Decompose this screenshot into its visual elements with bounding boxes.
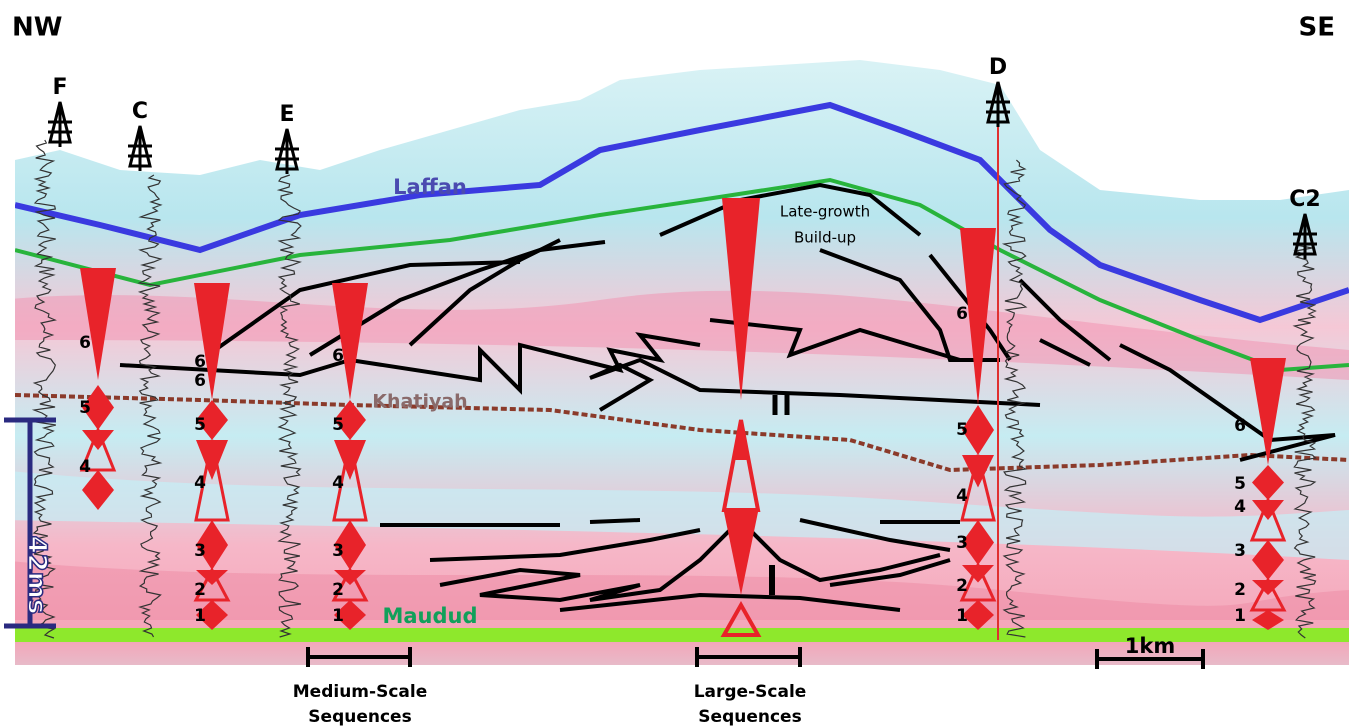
sequence-number: 6 <box>1234 416 1246 436</box>
horizon-label: Maudud <box>382 604 477 628</box>
sequence-number: 4 <box>1234 497 1246 517</box>
orientation-right: SE <box>1299 13 1336 43</box>
sequence-number: 4 <box>194 473 206 493</box>
sequence-number: 5 <box>194 415 206 435</box>
sequence-number: 5 <box>1234 474 1246 494</box>
well-label: C2 <box>1289 187 1320 212</box>
vertical-scale-label: 42ms <box>22 536 52 615</box>
sequence-number: 5 <box>956 420 968 440</box>
sequence-number: 3 <box>1234 541 1246 561</box>
legend-label: Sequences <box>698 707 801 727</box>
well-label: D <box>989 55 1007 80</box>
sequence-number: 4 <box>79 457 91 477</box>
annotation: Late-growth <box>780 203 870 221</box>
annotation: Build-up <box>794 229 856 247</box>
legend-label: Sequences <box>308 707 411 727</box>
legend-label: Medium-Scale <box>293 682 427 702</box>
well-label: F <box>52 75 67 100</box>
sequence-number: 5 <box>79 398 91 418</box>
horizon-label: Khatiyah <box>372 391 467 413</box>
well-label: C <box>132 99 148 124</box>
sequence-number: 6 <box>79 333 91 353</box>
sequence-number: 6 <box>956 304 968 324</box>
sequence-number: 5 <box>332 415 344 435</box>
sequence-number: 3 <box>332 541 344 561</box>
horizon-label: Laffan <box>393 175 467 199</box>
sequence-number: 4 <box>956 486 968 506</box>
horizontal-scale-label: 1km <box>1125 634 1175 658</box>
sequence-number: 2 <box>1234 580 1246 600</box>
seismic-section: 6546654321654321654321654321 FCEDC2 NW S… <box>0 0 1349 727</box>
sequence-number: 2 <box>956 576 968 596</box>
legend-label: Large-Scale <box>694 682 807 702</box>
sequence-number: 6 <box>194 352 206 372</box>
sequence-number: 4 <box>332 473 344 493</box>
sequence-number: 2 <box>194 580 206 600</box>
well-label: E <box>279 102 294 127</box>
sequence-number: 3 <box>194 541 206 561</box>
sequence-number: 3 <box>956 533 968 553</box>
orientation-left: NW <box>12 13 62 43</box>
sequence-number: 1 <box>956 606 968 626</box>
sequence-number: 2 <box>332 580 344 600</box>
sequence-number: 1 <box>194 606 206 626</box>
sequence-number: 1 <box>332 606 344 626</box>
sequence-number: 1 <box>1234 606 1246 626</box>
sequence-number: 6 <box>332 346 344 366</box>
sequence-number: 6 <box>194 371 206 391</box>
